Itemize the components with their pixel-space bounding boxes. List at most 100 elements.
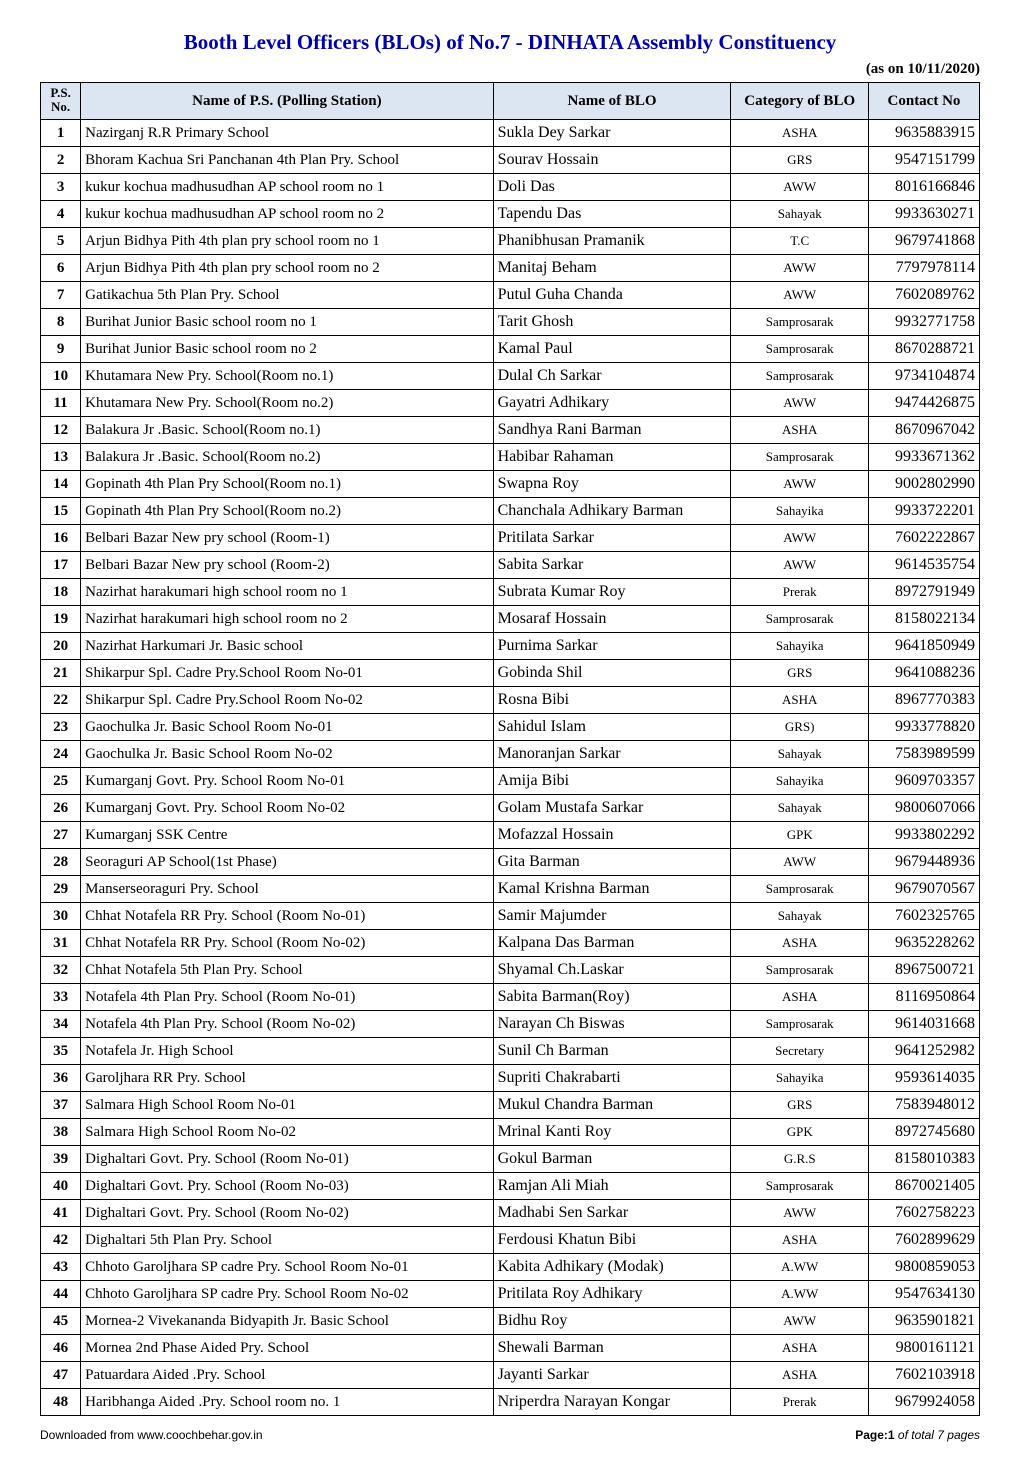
cell-ps: Garoljhara RR Pry. School	[81, 1065, 493, 1092]
cell-phone: 9933671362	[868, 444, 979, 471]
cell-psno: 14	[41, 471, 81, 498]
cell-cat: Sahayak	[731, 903, 868, 930]
cell-ps: Kumarganj Govt. Pry. School Room No-01	[81, 768, 493, 795]
cell-psno: 48	[41, 1389, 81, 1416]
cell-blo: Kamal Paul	[493, 336, 731, 363]
table-row: 25Kumarganj Govt. Pry. School Room No-01…	[41, 768, 980, 795]
cell-phone: 9933630271	[868, 201, 979, 228]
cell-psno: 10	[41, 363, 81, 390]
cell-ps: Nazirhat harakumari high school room no …	[81, 606, 493, 633]
cell-blo: Purnima Sarkar	[493, 633, 731, 660]
cell-ps: Haribhanga Aided .Pry. School room no. 1	[81, 1389, 493, 1416]
cell-phone: 8670967042	[868, 417, 979, 444]
cell-psno: 17	[41, 552, 81, 579]
cell-cat: ASHA	[731, 120, 868, 147]
cell-psno: 46	[41, 1335, 81, 1362]
cell-psno: 21	[41, 660, 81, 687]
cell-phone: 8670288721	[868, 336, 979, 363]
cell-ps: Balakura Jr .Basic. School(Room no.2)	[81, 444, 493, 471]
table-row: 15Gopinath 4th Plan Pry School(Room no.2…	[41, 498, 980, 525]
cell-cat: Samprosarak	[731, 336, 868, 363]
cell-ps: Dighaltari Govt. Pry. School (Room No-03…	[81, 1173, 493, 1200]
cell-ps: Kumarganj Govt. Pry. School Room No-02	[81, 795, 493, 822]
cell-cat: AWW	[731, 525, 868, 552]
table-row: 35Notafela Jr. High SchoolSunil Ch Barma…	[41, 1038, 980, 1065]
cell-psno: 33	[41, 984, 81, 1011]
cell-cat: Samprosarak	[731, 1011, 868, 1038]
cell-blo: Mosaraf Hossain	[493, 606, 731, 633]
cell-phone: 9635901821	[868, 1308, 979, 1335]
cell-blo: Habibar Rahaman	[493, 444, 731, 471]
cell-phone: 9474426875	[868, 390, 979, 417]
cell-ps: Dighaltari 5th Plan Pry. School	[81, 1227, 493, 1254]
cell-blo: Pritilata Sarkar	[493, 525, 731, 552]
cell-phone: 7602089762	[868, 282, 979, 309]
cell-ps: Chhat Notafela RR Pry. School (Room No-0…	[81, 903, 493, 930]
table-row: 28Seoraguri AP School(1st Phase)Gita Bar…	[41, 849, 980, 876]
cell-phone: 8158010383	[868, 1146, 979, 1173]
cell-cat: Samprosarak	[731, 957, 868, 984]
cell-ps: Dighaltari Govt. Pry. School (Room No-02…	[81, 1200, 493, 1227]
cell-phone: 9679448936	[868, 849, 979, 876]
cell-blo: Phanibhusan Pramanik	[493, 228, 731, 255]
footer-page: Page:1 of total 7 pages	[855, 1428, 980, 1442]
cell-ps: Chhoto Garoljhara SP cadre Pry. School R…	[81, 1281, 493, 1308]
cell-cat: GRS	[731, 660, 868, 687]
cell-blo: Kalpana Das Barman	[493, 930, 731, 957]
cell-psno: 30	[41, 903, 81, 930]
cell-psno: 36	[41, 1065, 81, 1092]
cell-psno: 24	[41, 741, 81, 768]
cell-phone: 9933778820	[868, 714, 979, 741]
table-row: 20Nazirhat Harkumari Jr. Basic schoolPur…	[41, 633, 980, 660]
table-row: 8Burihat Junior Basic school room no 1Ta…	[41, 309, 980, 336]
cell-phone: 9800607066	[868, 795, 979, 822]
cell-ps: Gaochulka Jr. Basic School Room No-02	[81, 741, 493, 768]
cell-phone: 8972745680	[868, 1119, 979, 1146]
cell-ps: Mornea-2 Vivekananda Bidyapith Jr. Basic…	[81, 1308, 493, 1335]
cell-psno: 6	[41, 255, 81, 282]
cell-cat: ASHA	[731, 1227, 868, 1254]
table-row: 34Notafela 4th Plan Pry. School (Room No…	[41, 1011, 980, 1038]
table-row: 27Kumarganj SSK CentreMofazzal HossainGP…	[41, 822, 980, 849]
cell-blo: Narayan Ch Biswas	[493, 1011, 731, 1038]
cell-cat: Prerak	[731, 579, 868, 606]
cell-ps: Shikarpur Spl. Cadre Pry.School Room No-…	[81, 687, 493, 714]
cell-psno: 44	[41, 1281, 81, 1308]
cell-cat: AWW	[731, 1308, 868, 1335]
cell-phone: 9933722201	[868, 498, 979, 525]
cell-cat: ASHA	[731, 984, 868, 1011]
cell-blo: Swapna Roy	[493, 471, 731, 498]
cell-psno: 9	[41, 336, 81, 363]
cell-blo: Amija Bibi	[493, 768, 731, 795]
cell-blo: Kamal Krishna Barman	[493, 876, 731, 903]
cell-psno: 3	[41, 174, 81, 201]
cell-blo: Kabita Adhikary (Modak)	[493, 1254, 731, 1281]
cell-blo: Shewali Barman	[493, 1335, 731, 1362]
table-row: 9Burihat Junior Basic school room no 2Ka…	[41, 336, 980, 363]
table-row: 22Shikarpur Spl. Cadre Pry.School Room N…	[41, 687, 980, 714]
cell-phone: 8670021405	[868, 1173, 979, 1200]
cell-cat: GRS	[731, 147, 868, 174]
cell-blo: Pritilata Roy Adhikary	[493, 1281, 731, 1308]
cell-ps: Dighaltari Govt. Pry. School (Room No-01…	[81, 1146, 493, 1173]
cell-psno: 18	[41, 579, 81, 606]
cell-ps: Balakura Jr .Basic. School(Room no.1)	[81, 417, 493, 444]
cell-phone: 9547151799	[868, 147, 979, 174]
cell-ps: Patuardara Aided .Pry. School	[81, 1362, 493, 1389]
cell-phone: 9933802292	[868, 822, 979, 849]
cell-blo: Sahidul Islam	[493, 714, 731, 741]
cell-phone: 7602758223	[868, 1200, 979, 1227]
cell-psno: 47	[41, 1362, 81, 1389]
cell-cat: AWW	[731, 849, 868, 876]
cell-blo: Bidhu Roy	[493, 1308, 731, 1335]
cell-psno: 45	[41, 1308, 81, 1335]
cell-phone: 9609703357	[868, 768, 979, 795]
cell-cat: T.C	[731, 228, 868, 255]
cell-ps: Kumarganj SSK Centre	[81, 822, 493, 849]
cell-psno: 13	[41, 444, 81, 471]
cell-phone: 9635228262	[868, 930, 979, 957]
table-row: 33Notafela 4th Plan Pry. School (Room No…	[41, 984, 980, 1011]
cell-cat: Secretary	[731, 1038, 868, 1065]
col-psno: P.S. No.	[41, 83, 81, 120]
table-row: 40Dighaltari Govt. Pry. School (Room No-…	[41, 1173, 980, 1200]
